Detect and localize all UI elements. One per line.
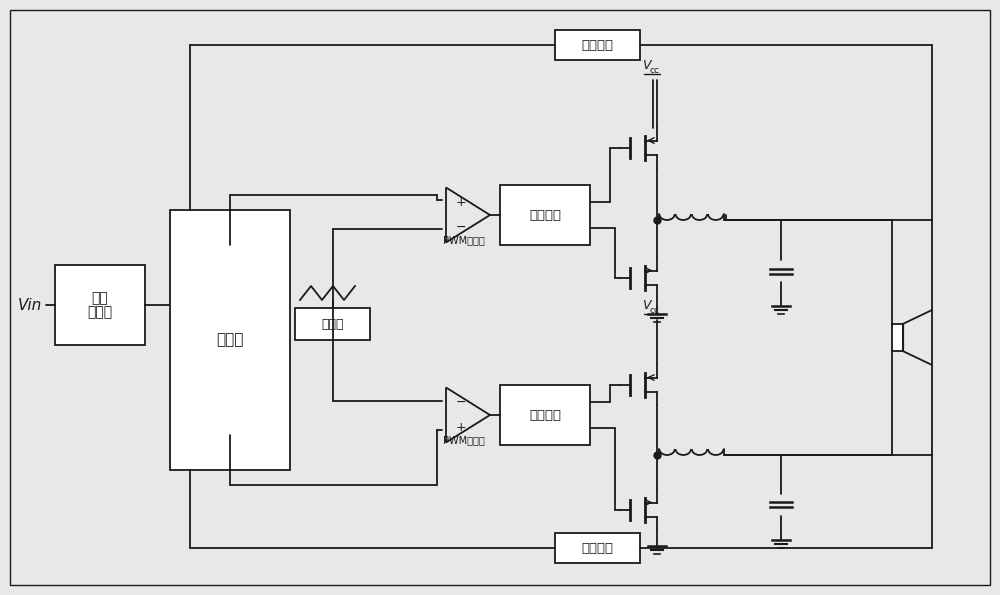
Text: V: V <box>642 299 650 312</box>
Bar <box>55 265 145 345</box>
Text: +: + <box>456 421 467 434</box>
Text: 栅极驱动: 栅极驱动 <box>529 409 561 421</box>
Bar <box>555 30 640 60</box>
Text: PWM比较器: PWM比较器 <box>443 236 484 246</box>
Bar <box>555 533 640 563</box>
Bar <box>295 308 370 340</box>
Text: 三角波: 三角波 <box>321 318 344 330</box>
Text: cc: cc <box>650 306 660 315</box>
Text: −: − <box>456 396 466 409</box>
Text: 放大器: 放大器 <box>87 305 113 319</box>
Text: 反馈网络: 反馈网络 <box>582 39 614 52</box>
Bar <box>170 210 290 470</box>
Text: 前置: 前置 <box>92 291 108 305</box>
Bar <box>500 385 590 445</box>
Text: Vin: Vin <box>18 298 42 312</box>
Text: 栅极驱动: 栅极驱动 <box>529 208 561 221</box>
Text: 反馈网络: 反馈网络 <box>582 541 614 555</box>
Text: 积分器: 积分器 <box>216 333 244 347</box>
Text: PWM比较器: PWM比较器 <box>443 436 484 446</box>
Text: V: V <box>642 59 650 72</box>
Bar <box>892 324 903 351</box>
Bar <box>500 185 590 245</box>
Text: cc: cc <box>650 66 660 75</box>
Text: −: − <box>456 221 466 234</box>
Text: +: + <box>456 196 467 209</box>
